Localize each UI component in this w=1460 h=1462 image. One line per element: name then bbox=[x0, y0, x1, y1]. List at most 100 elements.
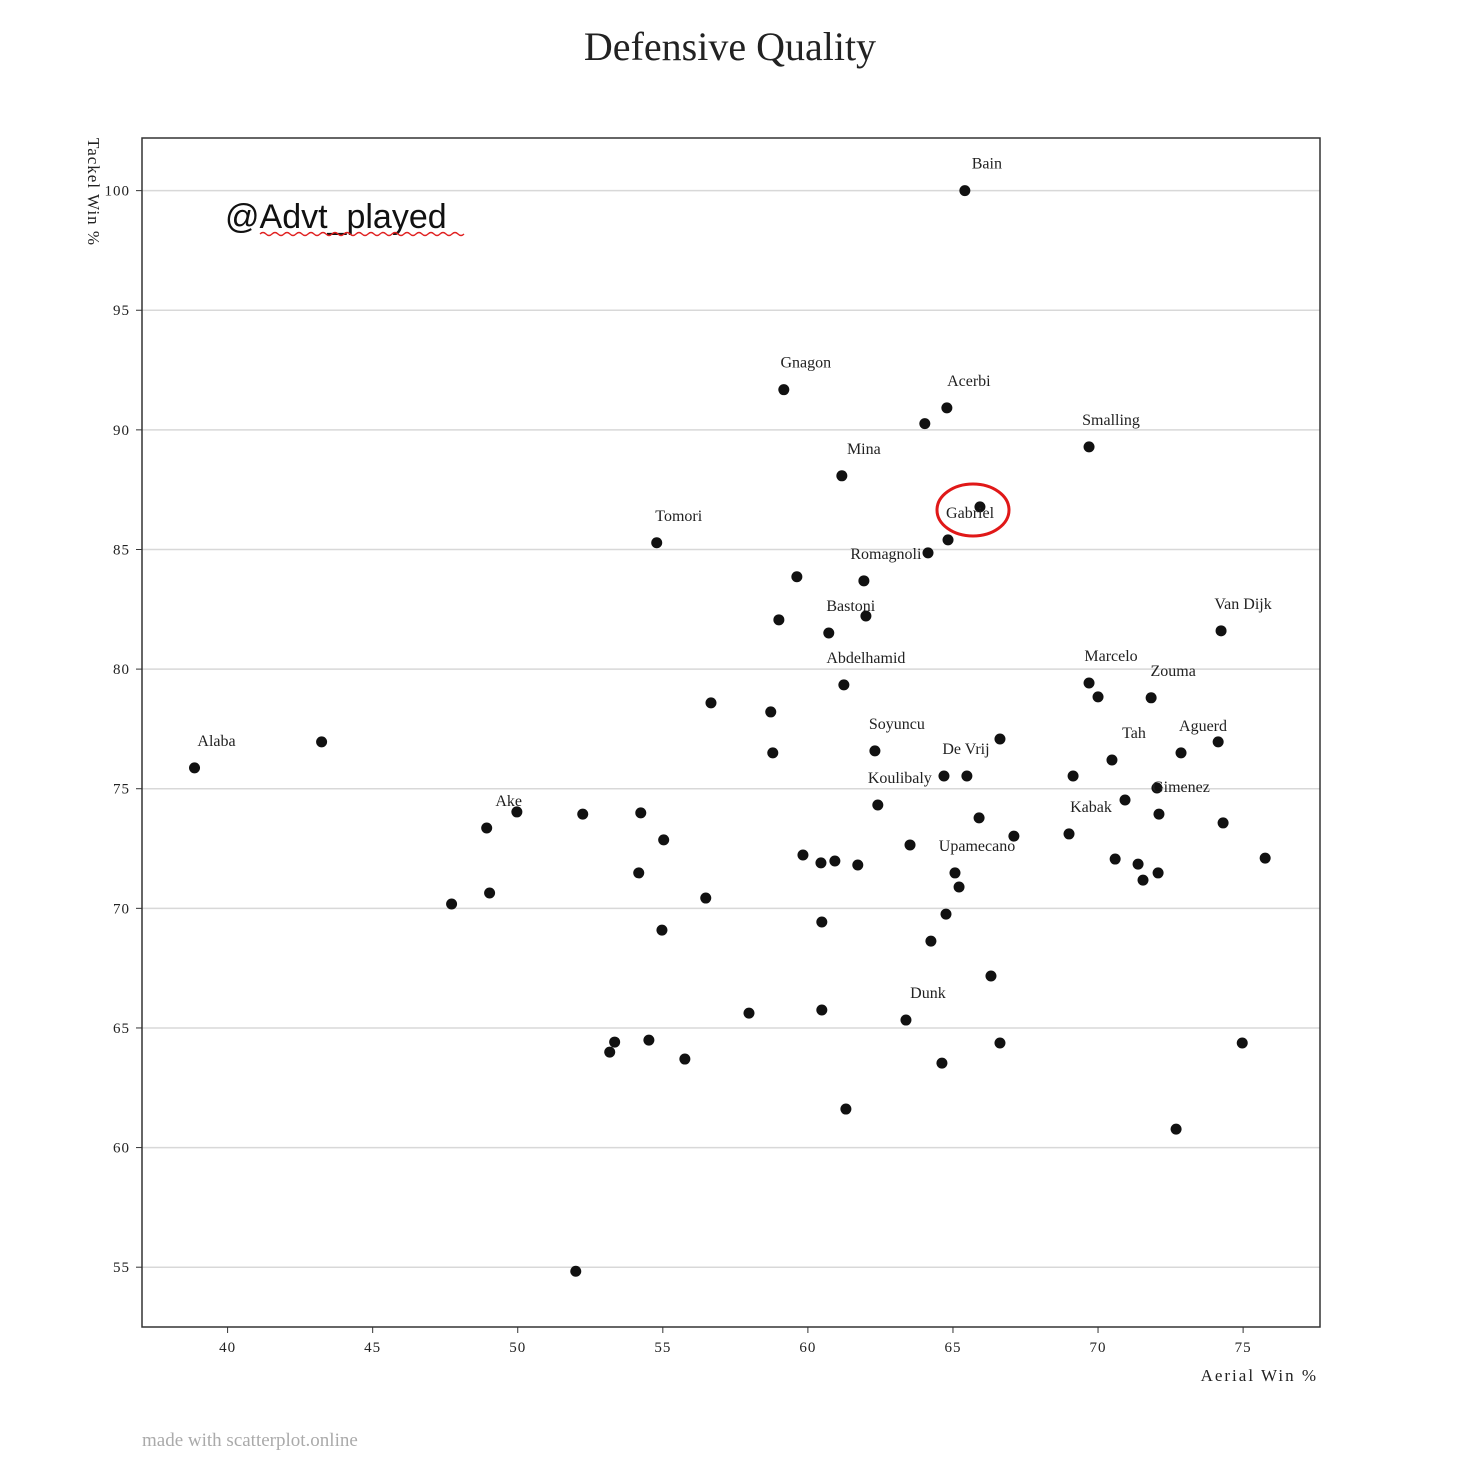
point bbox=[700, 892, 712, 904]
point bbox=[869, 745, 881, 757]
point bbox=[1151, 782, 1163, 794]
point bbox=[838, 679, 850, 691]
point-label: Abdelhamid bbox=[826, 650, 905, 667]
plot-area: 55 60 65 70 75 80 85 90 95 100 40 45 50 55 60 65 70 75 Bai… bbox=[105, 156, 1320, 1356]
point bbox=[836, 470, 848, 482]
point-label: Van Dijk bbox=[1214, 596, 1271, 613]
point bbox=[656, 924, 668, 936]
point bbox=[316, 736, 328, 748]
point bbox=[743, 1007, 755, 1019]
point bbox=[974, 501, 986, 513]
point bbox=[765, 706, 777, 718]
point bbox=[1119, 794, 1131, 806]
y-tick-label: 85 bbox=[113, 542, 130, 558]
point bbox=[1259, 852, 1271, 864]
point-label: Gimenez bbox=[1152, 779, 1210, 796]
point bbox=[858, 575, 870, 587]
point bbox=[936, 1057, 948, 1069]
point-label: Smalling bbox=[1082, 412, 1140, 429]
point bbox=[1153, 808, 1165, 820]
point bbox=[961, 770, 973, 782]
footer: made with scatterplot.online bbox=[142, 1430, 358, 1451]
point bbox=[922, 547, 934, 559]
y-tick-label: 100 bbox=[105, 184, 131, 200]
point bbox=[1145, 692, 1157, 704]
x-tick-label: 75 bbox=[1235, 1340, 1252, 1356]
point bbox=[1063, 828, 1075, 840]
point bbox=[904, 839, 916, 851]
point-label: Aguerd bbox=[1179, 718, 1227, 735]
point bbox=[577, 808, 589, 820]
point bbox=[816, 1004, 828, 1016]
point-label: Kabak bbox=[1070, 799, 1112, 816]
point bbox=[658, 834, 670, 846]
point bbox=[1083, 441, 1095, 453]
point bbox=[570, 1265, 582, 1277]
point bbox=[604, 1046, 616, 1058]
point-label: Gnagon bbox=[780, 355, 831, 372]
x-tick-label: 50 bbox=[509, 1340, 526, 1356]
point bbox=[985, 970, 997, 982]
point bbox=[511, 806, 523, 818]
point-label: Alaba bbox=[197, 733, 235, 750]
point bbox=[1215, 625, 1227, 637]
point bbox=[942, 534, 954, 546]
point bbox=[829, 855, 841, 867]
y-tick-label: 65 bbox=[113, 1021, 130, 1037]
point bbox=[767, 747, 779, 759]
point-label: Soyuncu bbox=[869, 716, 925, 733]
point-label: Acerbi bbox=[947, 373, 991, 390]
point bbox=[1106, 754, 1118, 766]
point bbox=[643, 1034, 655, 1046]
point bbox=[938, 770, 950, 782]
point-label: Koulibaly bbox=[868, 770, 932, 787]
point bbox=[852, 859, 864, 871]
point-label: Zouma bbox=[1150, 663, 1195, 680]
plot-frame bbox=[141, 137, 1321, 1328]
point-label: Gabriel bbox=[946, 505, 995, 522]
y-tick-label: 80 bbox=[113, 662, 130, 678]
point bbox=[651, 537, 663, 549]
point bbox=[1008, 830, 1020, 842]
chart-title: Defensive Quality bbox=[584, 24, 876, 69]
point-label: Bain bbox=[972, 156, 1002, 173]
point bbox=[823, 627, 835, 639]
point bbox=[919, 418, 931, 430]
point bbox=[1236, 1037, 1248, 1049]
x-tick-label: 65 bbox=[944, 1340, 961, 1356]
point bbox=[1217, 817, 1229, 829]
x-axis-label: Aerial Win % bbox=[1201, 1366, 1318, 1385]
point bbox=[679, 1053, 691, 1065]
point bbox=[705, 697, 717, 709]
point-label: Upamecano bbox=[939, 838, 1015, 855]
y-tick-label: 60 bbox=[113, 1141, 130, 1157]
x-tick-label: 45 bbox=[364, 1340, 381, 1356]
point bbox=[1175, 747, 1187, 759]
point bbox=[1083, 677, 1095, 689]
point bbox=[994, 733, 1006, 745]
point-label: Romagnoli bbox=[850, 546, 922, 563]
point bbox=[1109, 853, 1121, 865]
point-label: Mina bbox=[847, 441, 881, 458]
point bbox=[994, 1037, 1006, 1049]
point bbox=[1170, 1123, 1182, 1135]
point bbox=[840, 1103, 852, 1115]
point bbox=[941, 402, 953, 414]
point bbox=[925, 935, 937, 947]
point bbox=[797, 849, 809, 861]
y-tick-label: 95 bbox=[113, 303, 130, 319]
point bbox=[635, 807, 647, 819]
point bbox=[940, 908, 952, 920]
point bbox=[816, 916, 828, 928]
point bbox=[189, 762, 201, 774]
point bbox=[446, 898, 458, 910]
x-tick-label: 40 bbox=[219, 1340, 236, 1356]
point bbox=[953, 881, 965, 893]
annotation: @Advt_played bbox=[225, 198, 447, 236]
y-tick-label: 75 bbox=[113, 782, 130, 798]
point bbox=[484, 887, 496, 899]
y-axis-label: Tackel Win % bbox=[84, 138, 103, 246]
point bbox=[633, 867, 645, 879]
